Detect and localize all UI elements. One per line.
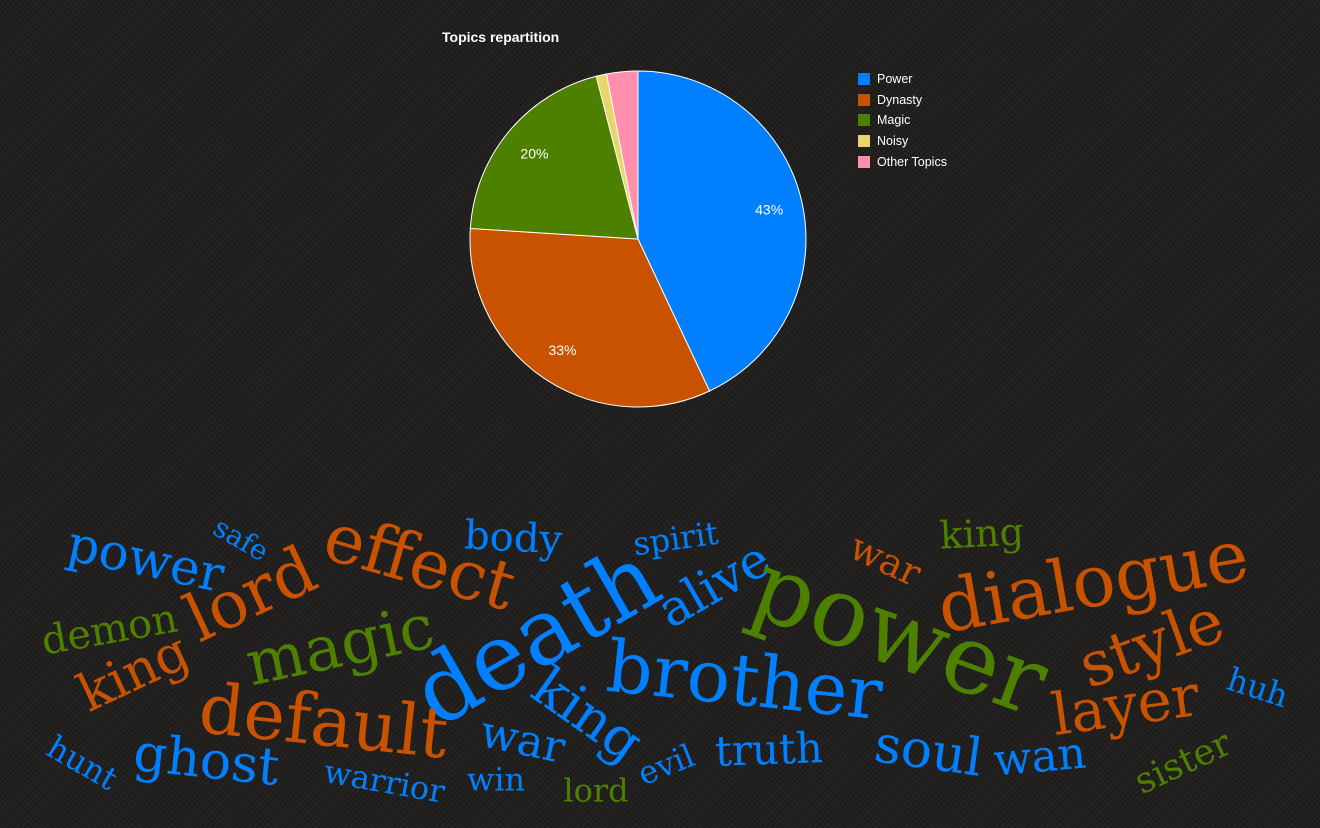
cloud-word-soul: soul bbox=[871, 714, 986, 788]
cloud-word-wan: wan bbox=[992, 728, 1088, 787]
cloud-word-hunt: hunt bbox=[40, 728, 124, 798]
legend-label-power: Power bbox=[877, 72, 913, 87]
legend-item-magic[interactable]: Magic bbox=[858, 110, 947, 131]
legend-swatch-noisy bbox=[858, 135, 870, 148]
pie-slice-power[interactable] bbox=[637, 70, 807, 392]
cloud-word-king: king bbox=[939, 509, 1025, 557]
legend-swatch-dynasty bbox=[858, 93, 870, 106]
legend-label-noisy: Noisy bbox=[877, 134, 909, 149]
pie-slice-dynasty[interactable] bbox=[469, 227, 711, 408]
legend-label-other-topics: Other Topics bbox=[877, 154, 947, 169]
pie-chart: 43% 33% 20% bbox=[469, 70, 807, 408]
legend: Power Dynasty Magic Noisy Other Topics bbox=[858, 69, 947, 172]
pie-slice-other-topics[interactable] bbox=[605, 70, 639, 240]
legend-item-dynasty[interactable]: Dynasty bbox=[858, 90, 947, 111]
legend-label-magic: Magic bbox=[877, 113, 911, 128]
legend-swatch-other-topics bbox=[858, 155, 870, 168]
cloud-word-huh: huh bbox=[1223, 660, 1294, 715]
legend-item-noisy[interactable]: Noisy bbox=[858, 131, 947, 152]
legend-item-other-topics[interactable]: Other Topics bbox=[858, 151, 947, 172]
legend-item-power[interactable]: Power bbox=[858, 69, 947, 90]
pie-label-power: 43% bbox=[755, 202, 783, 218]
pie-slice-magic[interactable] bbox=[469, 75, 639, 240]
cloud-word-body: body bbox=[463, 512, 564, 563]
cloud-word-win: win bbox=[467, 761, 525, 799]
cloud-word-lord: lord bbox=[563, 772, 628, 810]
legend-swatch-magic bbox=[858, 114, 870, 127]
cloud-word-evil: evil bbox=[632, 736, 700, 793]
chart-title: Topics repartition bbox=[442, 29, 560, 45]
pie-label-magic: 20% bbox=[520, 145, 548, 161]
pie-label-dynasty: 33% bbox=[548, 342, 576, 358]
legend-swatch-power bbox=[858, 73, 870, 86]
cloud-word-truth: truth bbox=[714, 723, 824, 776]
legend-label-dynasty: Dynasty bbox=[877, 92, 923, 107]
